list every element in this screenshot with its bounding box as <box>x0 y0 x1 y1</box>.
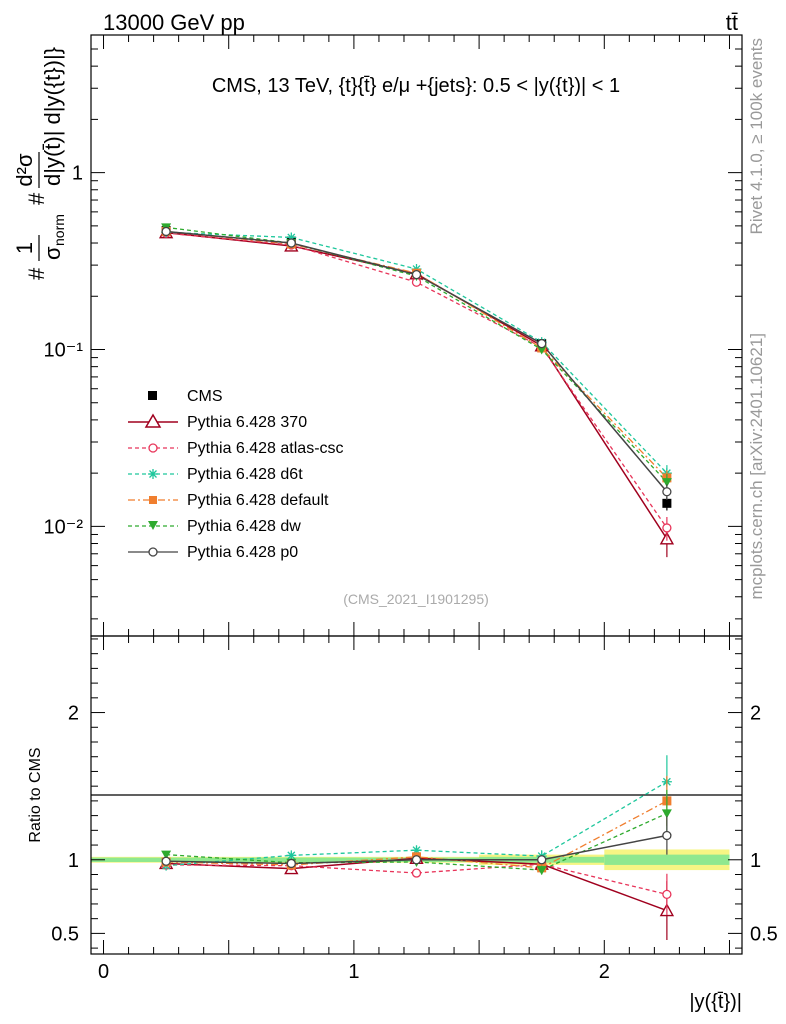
ratio-point-dw <box>661 809 672 819</box>
ratio-band-stat <box>604 854 730 865</box>
ylabel-numerator: d²σ <box>12 153 37 187</box>
legend-entry-p0: Pythia 6.428 p0 <box>128 544 298 561</box>
legend-marker-atlas-csc <box>148 443 158 453</box>
ylabel-hash-1: # <box>24 267 49 280</box>
x-tick-label: 1 <box>348 961 359 983</box>
main-line-atlas-csc <box>166 232 668 529</box>
ylabel-sigma: σ <box>40 246 65 260</box>
x-tick-label: 0 <box>98 961 109 983</box>
main-y-tick-label: 1 <box>72 163 83 185</box>
main-y-tick-label: 10⁻² <box>44 516 84 538</box>
legend-label-atlas-csc: Pythia 6.428 atlas-csc <box>187 440 344 457</box>
legend: CMS Pythia 6.428 370 Pythia 6.428 atlas-… <box>128 388 344 561</box>
legend-marker-cms <box>148 391 157 400</box>
main-point-p0 <box>411 269 422 280</box>
legend-entry-dw: Pythia 6.428 dw <box>128 518 301 535</box>
main-axis-ticks: 10⁻² 10⁻¹ 1 <box>44 34 742 636</box>
ratio-y-tick-label-right: 1 <box>750 850 761 872</box>
x-axis-label: |y({t̄})| <box>689 991 742 1013</box>
main-points-p0 <box>161 226 672 500</box>
ylabel-norm: norm <box>51 214 67 246</box>
legend-entry-cms: CMS <box>148 388 223 405</box>
legend-marker-p0 <box>148 547 158 557</box>
ylabel-hash-2: # <box>24 192 49 205</box>
legend-entry-370: Pythia 6.428 370 <box>128 413 307 431</box>
ratio-y-tick-label-left: 0.5 <box>51 923 79 945</box>
legend-marker-dw <box>148 521 158 530</box>
ratio-panel: 0 1 2 0.5 0.5 1 1 2 2 Ratio to CMS |y({t̄})| <box>27 635 778 1013</box>
ratio-point-p0 <box>286 858 296 869</box>
ratio-y-axis-label: Ratio to CMS <box>27 747 44 842</box>
ratio-y-tick-label-left: 1 <box>68 850 79 872</box>
ratio-point-atlas-csc <box>411 868 422 878</box>
main-point-p0 <box>286 238 296 248</box>
main-point-dw <box>536 345 547 355</box>
main-panel: 10⁻² 10⁻¹ 1 CMS, 13 TeV, {t}{t̄} e/μ +{jet… <box>12 34 743 637</box>
ratio-frame <box>90 635 743 955</box>
ratio-series <box>158 755 675 941</box>
main-line-default <box>166 230 668 479</box>
process-label: tt̄ <box>726 10 738 35</box>
side-label-rivet: Rivet 4.1.0, ≥ 100k events <box>747 38 766 234</box>
ylabel-denominator: d|y(t̄)| d|y({t})|} <box>40 47 65 186</box>
main-point-atlas-csc <box>662 523 672 533</box>
ratio-point-p0 <box>411 855 422 865</box>
legend-label-cms: CMS <box>187 388 223 405</box>
legend-marker-d6t <box>148 469 158 479</box>
ratio-points-atlas-csc <box>161 859 672 915</box>
main-point-p0 <box>662 487 672 497</box>
legend-entry-atlas-csc: Pythia 6.428 atlas-csc <box>128 440 344 457</box>
legend-label-d6t: Pythia 6.428 d6t <box>187 466 303 483</box>
ratio-point-d6t <box>286 850 297 861</box>
ratio-point-p0 <box>662 830 672 841</box>
legend-entry-default: Pythia 6.428 default <box>128 492 329 509</box>
ratio-axis-ticks: 0 1 2 0.5 0.5 1 1 2 2 <box>51 636 778 983</box>
ratio-y-tick-label-right: 0.5 <box>750 923 778 945</box>
main-point-p0 <box>537 338 547 349</box>
ratio-point-dw <box>536 866 547 876</box>
ratio-point-dw <box>161 850 172 860</box>
main-series <box>158 223 675 558</box>
ratio-y-tick-label-left: 2 <box>68 703 79 725</box>
side-label-mcplots: mcplots.cern.ch [arXiv:2401.10621] <box>747 333 766 599</box>
legend-label-dw: Pythia 6.428 dw <box>187 518 301 535</box>
ratio-point-atlas-csc <box>662 889 672 900</box>
ratio-points-p0 <box>161 816 672 869</box>
x-tick-label: 2 <box>599 961 610 983</box>
ratio-band-stat <box>91 857 480 862</box>
legend-label-370: Pythia 6.428 370 <box>187 414 307 431</box>
legend-label-p0: Pythia 6.428 p0 <box>187 544 298 561</box>
ratio-point-p0 <box>161 856 171 866</box>
ratio-point-p0 <box>537 855 547 865</box>
main-point-dw <box>661 478 672 488</box>
ylabel-one: 1 <box>12 242 37 254</box>
legend-marker-default <box>149 496 157 504</box>
analysis-id: (CMS_2021_I1901295) <box>343 591 489 607</box>
ratio-y-tick-label-right: 2 <box>750 703 761 725</box>
legend-marker-370 <box>144 413 162 428</box>
main-title: CMS, 13 TeV, {t}{t̄} e/μ +{jets}: 0.5 < … <box>212 75 620 97</box>
main-point-d6t <box>286 232 297 243</box>
energy-label: 13000 GeV pp <box>103 10 245 35</box>
legend-label-default: Pythia 6.428 default <box>187 492 329 509</box>
main-y-axis-label: # 1 σ norm # d²σ d|y(t̄)| d|y({t})|} <box>12 47 67 280</box>
main-point-p0 <box>161 226 171 237</box>
ratio-point-d6t <box>411 845 422 856</box>
legend-entry-d6t: Pythia 6.428 d6t <box>128 466 303 483</box>
main-point-cms <box>662 498 672 508</box>
main-y-tick-label: 10⁻¹ <box>44 340 84 362</box>
